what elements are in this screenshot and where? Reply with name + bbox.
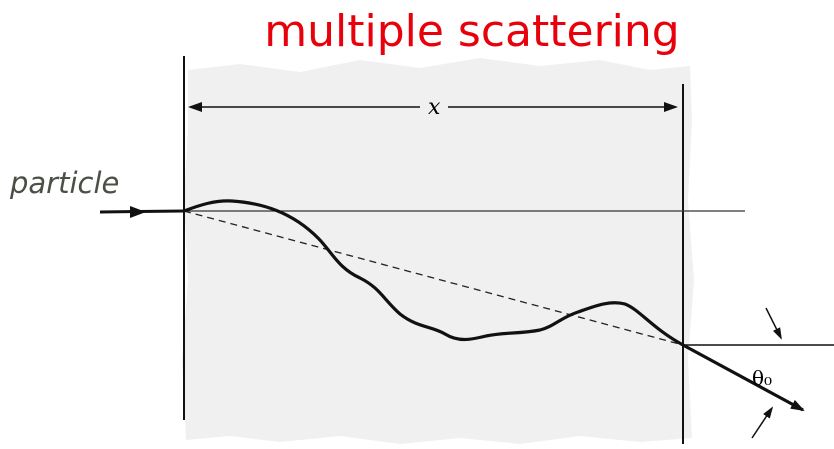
angle-label: θ₀ — [752, 366, 772, 390]
angle-arrow-bottom — [751, 406, 774, 439]
diagram-title: multiple scattering — [264, 6, 680, 57]
thickness-label: x — [428, 95, 441, 120]
outgoing-particle-track — [682, 343, 805, 412]
particle-label: particle — [10, 166, 120, 200]
angle-arrow-top — [765, 307, 782, 340]
particle-trajectory — [182, 199, 685, 347]
material-slab — [182, 58, 694, 444]
displacement-dashed-line — [183, 210, 684, 346]
incoming-arrowhead — [130, 206, 146, 218]
